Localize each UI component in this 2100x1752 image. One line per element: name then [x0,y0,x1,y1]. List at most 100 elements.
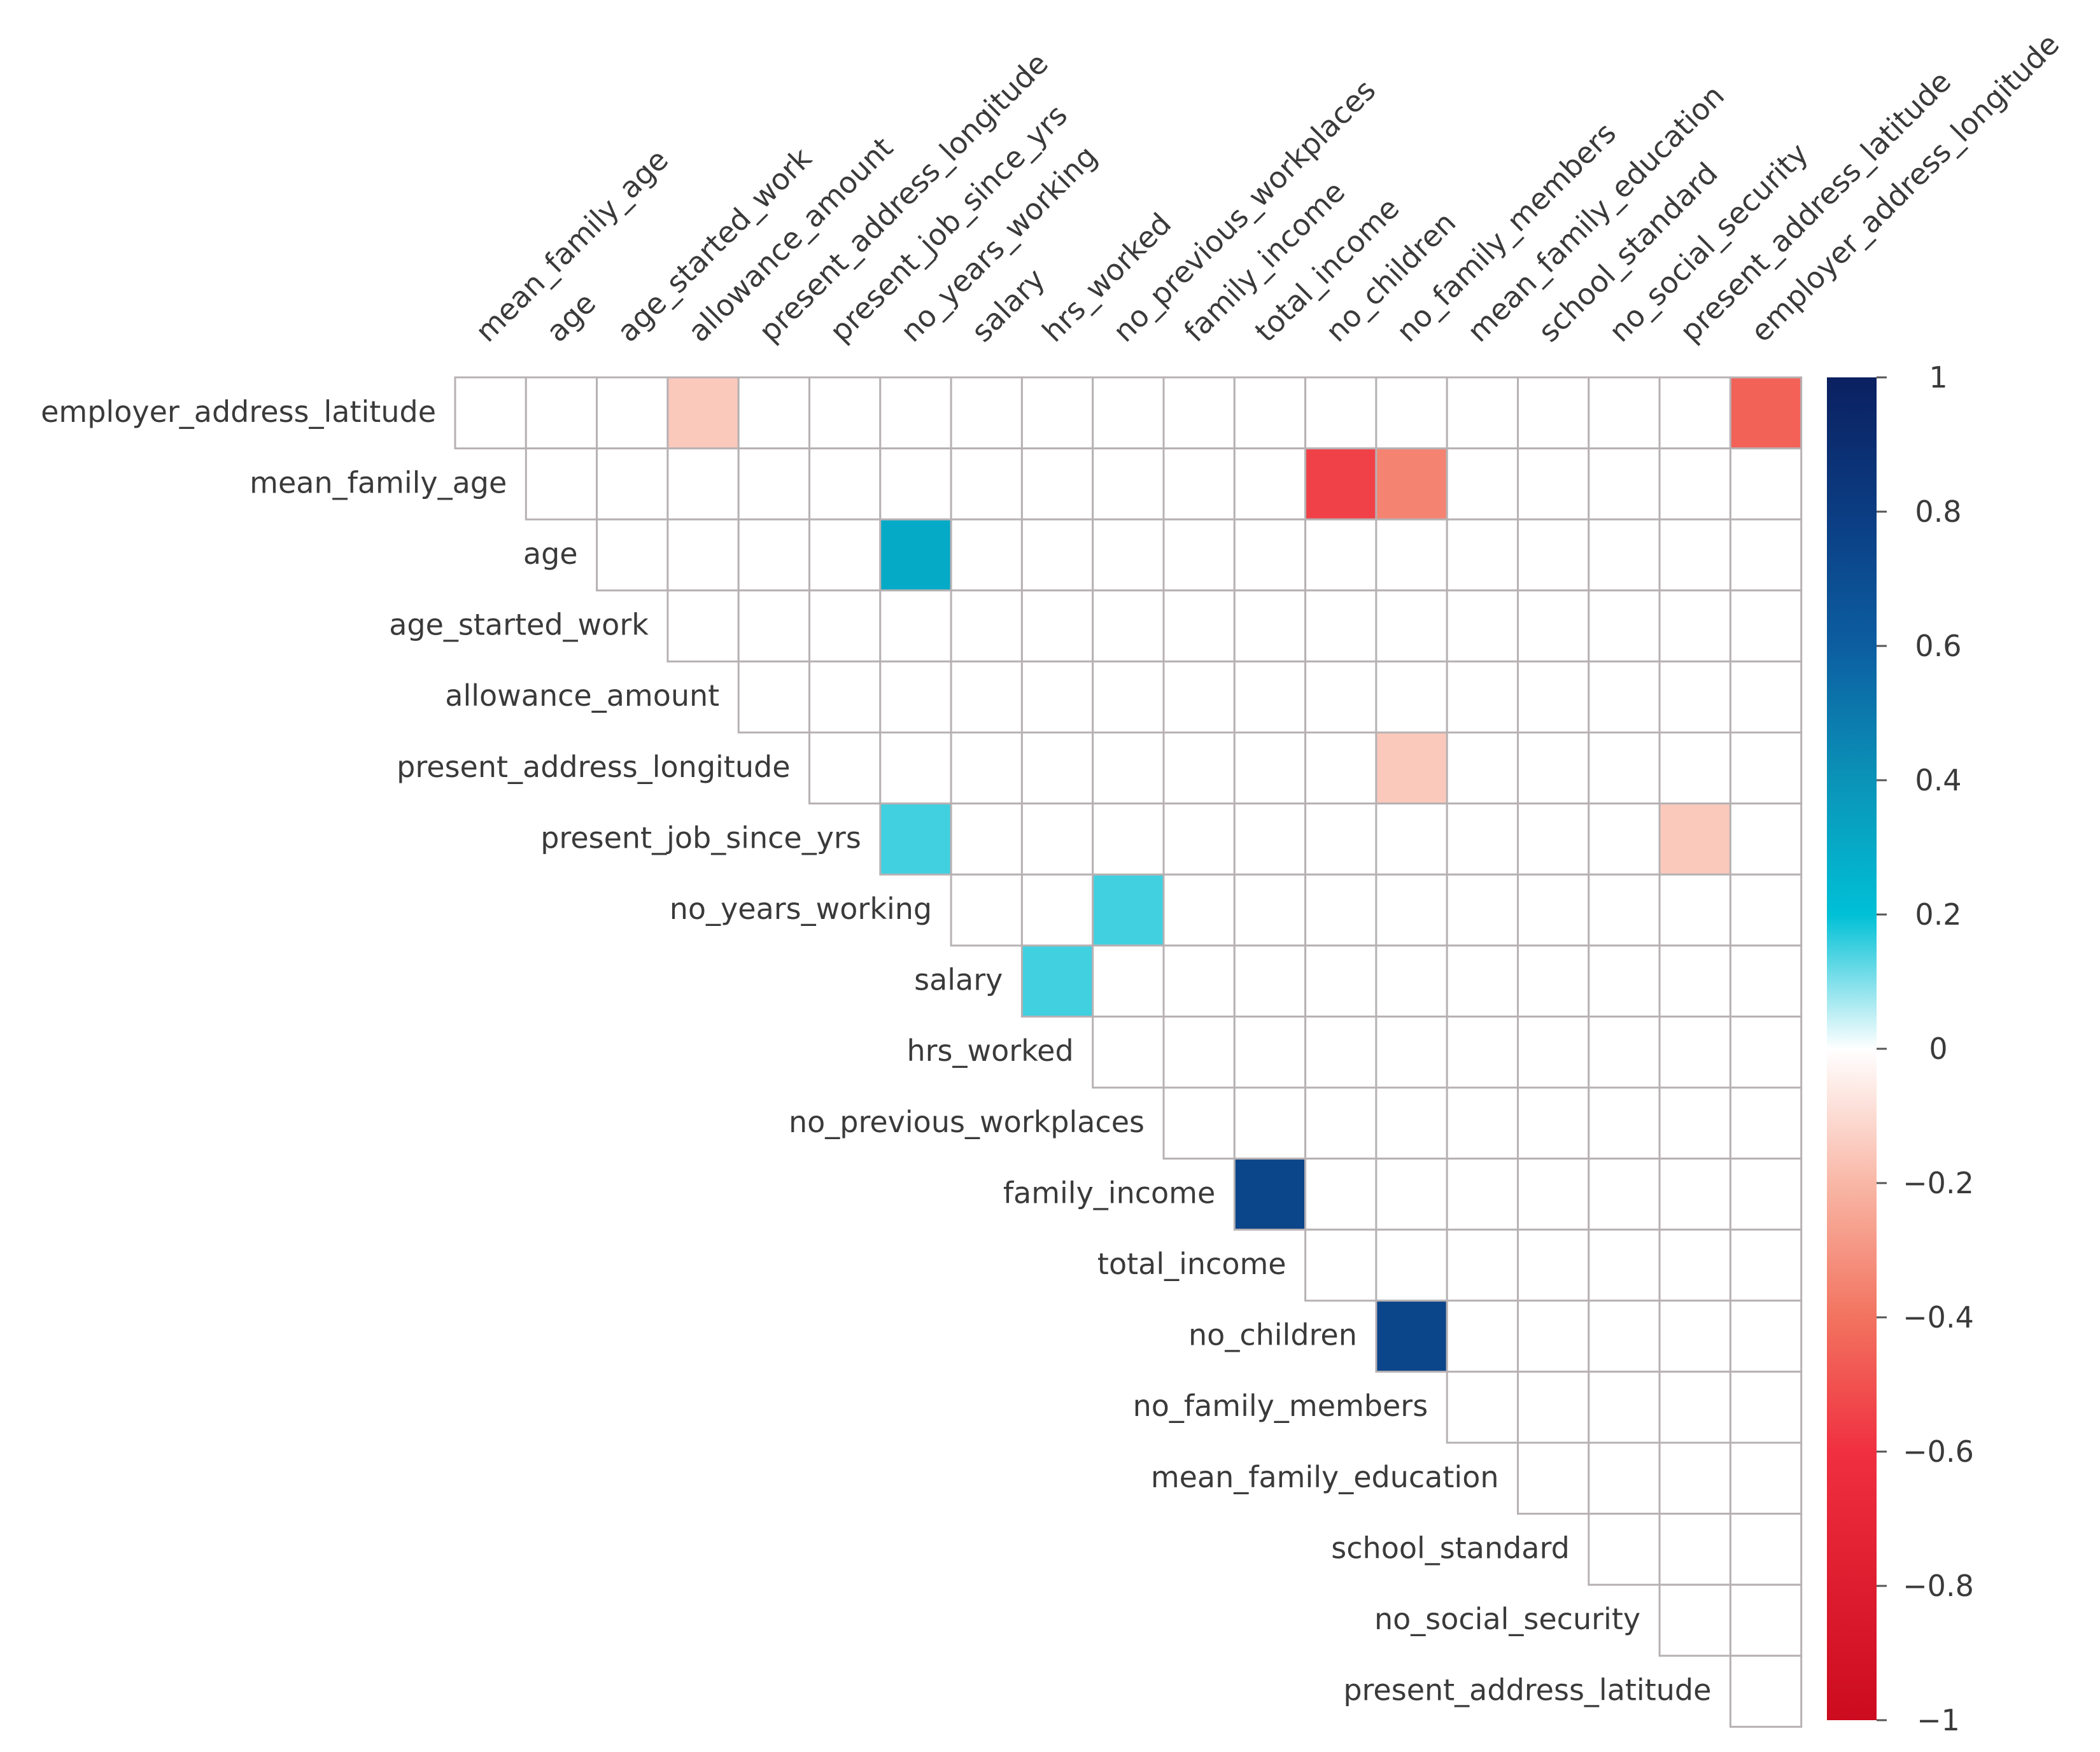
heatmap-grid [454,376,1803,1728]
cell-no-children-x-mean-family-education [1446,1300,1519,1373]
cell-age-started-work-x-no-family-members [1375,589,1448,662]
row-label-hrs-worked: hrs_worked [906,1034,1073,1068]
cell-age-x-hrs-worked [1020,518,1094,592]
cell-mean-family-age-x-age [525,447,598,521]
cell-age-x-total-income [1233,518,1307,592]
cell-age-started-work-x-family-income [1162,589,1236,662]
colorbar-tick-label: −1 [1917,1703,1960,1737]
cell-age-x-family-income [1162,518,1236,592]
cell-present-job-since-yrs-x-mean-family-education [1446,802,1519,876]
cell-family-income-x-school-standard [1517,1158,1590,1231]
cell-present-address-longitude-x-family-income [1162,731,1236,805]
cell-present-address-longitude-x-no-previous-workplaces [1092,731,1165,805]
cell-employer-address-latitude-x-total-income [1233,376,1307,450]
cell-no-previous-workplaces-x-no-social-security [1588,1086,1661,1160]
cell-allowance-amount-x-employer-address-longitude [1729,660,1803,734]
cell-allowance-amount-x-school-standard [1517,660,1590,734]
cell-family-income-x-no-children [1304,1158,1378,1231]
cell-allowance-amount-x-present-job-since-yrs [808,660,882,734]
cell-age-x-mean-family-education [1446,518,1519,592]
colorbar-tick-label: −0.2 [1903,1166,1974,1200]
row-label-no-family-members: no_family_members [1133,1389,1428,1423]
cell-salary-x-no-family-members [1375,944,1448,1018]
cell-no-family-members-x-mean-family-education [1446,1370,1519,1444]
cell-hrs-worked-x-no-social-security [1588,1015,1661,1089]
cell-present-address-longitude-x-no-children [1304,731,1378,805]
cell-employer-address-latitude-x-no-previous-workplaces [1092,376,1165,450]
cell-salary-x-family-income [1162,944,1236,1018]
cell-allowance-amount-x-no-social-security [1588,660,1661,734]
cell-age-x-allowance-amount [666,518,740,592]
cell-age-started-work-x-present-job-since-yrs [808,589,882,662]
cell-no-previous-workplaces-x-total-income [1233,1086,1307,1160]
cell-mean-family-age-x-allowance-amount [666,447,740,521]
row-label-no-previous-workplaces: no_previous_workplaces [789,1105,1145,1139]
cell-employer-address-latitude-x-family-income [1162,376,1236,450]
cell-age-started-work-x-allowance-amount [666,589,740,662]
cell-age-started-work-x-no-previous-workplaces [1092,589,1165,662]
cell-family-income-x-no-social-security [1588,1158,1661,1231]
cell-employer-address-latitude-x-present-job-since-yrs [808,376,882,450]
cell-present-job-since-yrs-x-present-address-latitude [1658,802,1731,876]
cell-no-children-x-no-social-security [1588,1300,1661,1373]
row-label-no-social-security: no_social_security [1374,1602,1640,1636]
cell-present-address-longitude-x-mean-family-education [1446,731,1519,805]
cell-age-started-work-x-no-years-working [879,589,952,662]
cell-mean-family-age-x-hrs-worked [1020,447,1094,521]
row-label-employer-address-latitude: employer_address_latitude [41,395,436,429]
row-label-salary: salary [914,963,1003,997]
row-label-family-income: family_income [1003,1175,1215,1210]
cell-no-previous-workplaces-x-mean-family-education [1446,1086,1519,1160]
cell-present-job-since-yrs-x-salary [950,802,1023,876]
colorbar-tick-label: −0.4 [1903,1300,1974,1335]
cell-present-job-since-yrs-x-no-social-security [1588,802,1661,876]
colorbar-tick-label: 0.8 [1915,494,1961,529]
row-label-present-address-longitude: present_address_longitude [397,750,790,784]
cell-age-x-present-address-latitude [1658,518,1731,592]
cell-age-started-work-x-salary [950,589,1023,662]
cell-age-started-work-x-total-income [1233,589,1307,662]
cell-allowance-amount-x-salary [950,660,1023,734]
cell-family-income-x-no-family-members [1375,1158,1448,1231]
cell-hrs-worked-x-present-address-latitude [1658,1015,1731,1089]
cell-age-x-no-children [1304,518,1378,592]
cell-no-social-security-x-employer-address-longitude [1729,1583,1803,1657]
cell-hrs-worked-x-no-previous-workplaces [1092,1015,1165,1089]
colorbar-tick-label: 0.2 [1915,897,1961,932]
cell-no-children-x-employer-address-longitude [1729,1300,1803,1373]
cell-allowance-amount-x-mean-family-education [1446,660,1519,734]
cell-employer-address-latitude-x-hrs-worked [1020,376,1094,450]
cell-no-years-working-x-no-family-members [1375,873,1448,947]
row-label-no-years-working: no_years_working [670,892,932,926]
cell-allowance-amount-x-hrs-worked [1020,660,1094,734]
cell-present-address-longitude-x-salary [950,731,1023,805]
cell-present-address-longitude-x-no-social-security [1588,731,1661,805]
cell-mean-family-age-x-present-address-longitude [737,447,810,521]
cell-hrs-worked-x-school-standard [1517,1015,1590,1089]
cell-employer-address-latitude-x-mean-family-education [1446,376,1519,450]
cell-allowance-amount-x-family-income [1162,660,1236,734]
cell-employer-address-latitude-x-present-address-latitude [1658,376,1731,450]
cell-total-income-x-mean-family-education [1446,1228,1519,1302]
cell-age-started-work-x-no-children [1304,589,1378,662]
cell-no-years-working-x-hrs-worked [1020,873,1094,947]
cell-no-years-working-x-no-social-security [1588,873,1661,947]
colorbar-bar [1827,377,1877,1720]
cell-hrs-worked-x-total-income [1233,1015,1307,1089]
cell-present-job-since-yrs-x-total-income [1233,802,1307,876]
cell-no-family-members-x-employer-address-longitude [1729,1370,1803,1444]
cell-salary-x-no-previous-workplaces [1092,944,1165,1018]
colorbar-tick-label: 0 [1929,1032,1947,1066]
cell-mean-family-education-x-no-social-security [1588,1441,1661,1515]
cell-mean-family-age-x-no-previous-workplaces [1092,447,1165,521]
cell-no-children-x-school-standard [1517,1300,1590,1373]
cell-salary-x-total-income [1233,944,1307,1018]
colorbar-tick-label: 1 [1929,360,1947,395]
row-label-mean-family-age: mean_family_age [250,465,507,500]
cell-allowance-amount-x-present-address-longitude [737,660,810,734]
cell-present-address-longitude-x-employer-address-longitude [1729,731,1803,805]
row-labels: employer_address_latitude mean_family_age… [41,395,1711,1707]
cell-present-job-since-yrs-x-no-years-working [879,802,952,876]
row-label-no-children: no_children [1188,1318,1357,1352]
cell-salary-x-employer-address-longitude [1729,944,1803,1018]
